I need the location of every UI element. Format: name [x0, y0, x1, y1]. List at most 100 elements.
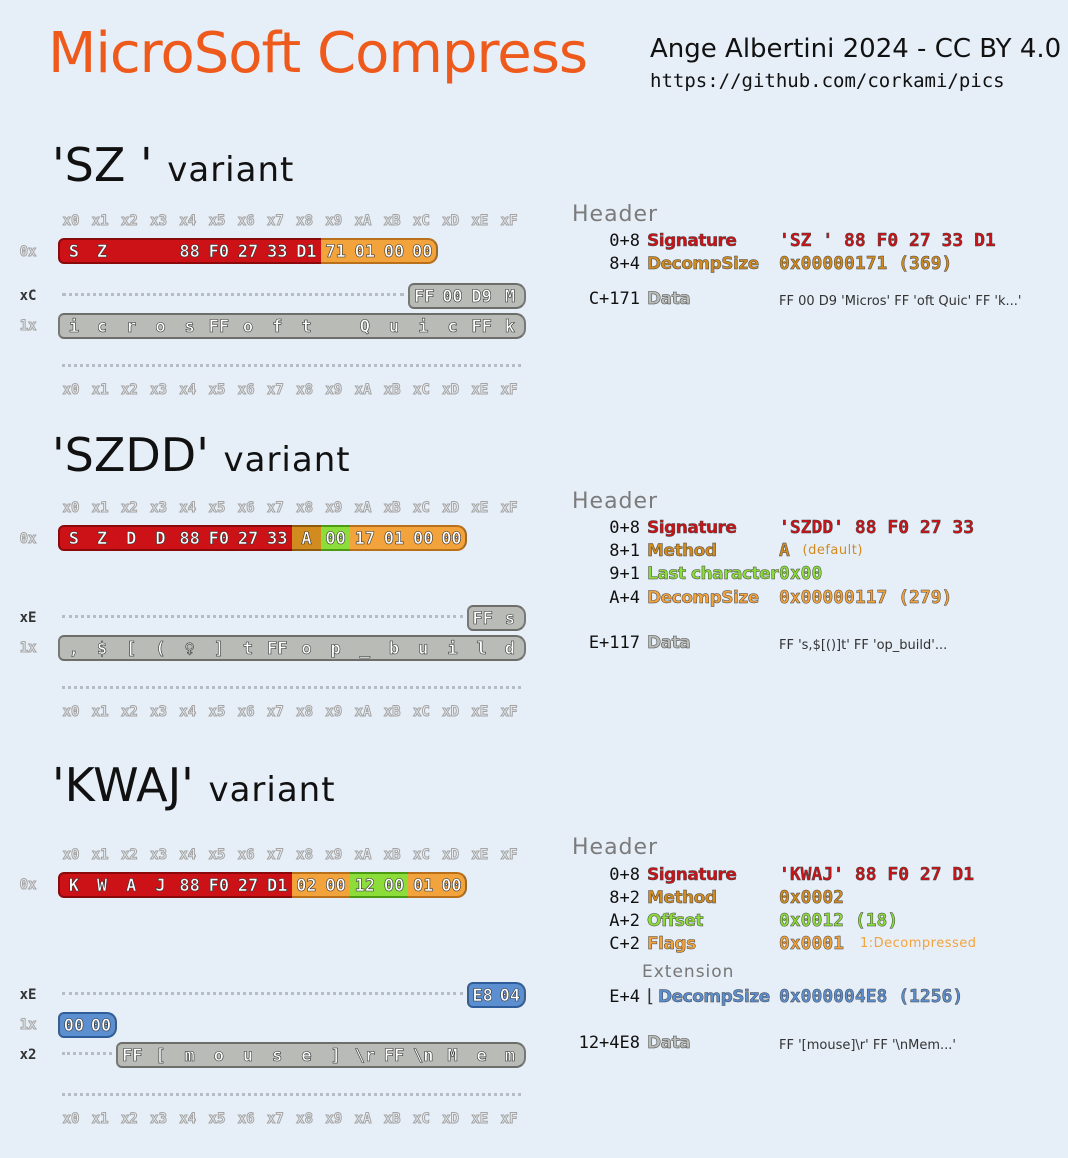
hex-row-1x: , $[(♀] t FF o p _ b u i l d — [58, 635, 530, 663]
hex-axis-bottom: x0 x1 x2 x3 x4 x5 x6 x7 x8 x9 xA xB xC xD xE xF — [58, 382, 528, 400]
hex-byte-cell — [145, 238, 176, 264]
field-name: Method — [647, 888, 718, 909]
hex-byte-cell: $ — [87, 635, 117, 661]
hex-byte-cell: A — [116, 872, 147, 898]
axis-label: xA — [354, 382, 372, 399]
empty-bytes — [62, 992, 463, 998]
axis-label: x6 — [237, 847, 255, 864]
row-label: 1x — [19, 640, 37, 657]
field-value: 0x00000171 (369) — [779, 253, 953, 275]
row-label: xE — [19, 987, 37, 1003]
axis-label: x4 — [179, 1111, 197, 1128]
axis-label: x0 — [62, 382, 80, 399]
hex-byte-cell: Z — [87, 238, 117, 264]
axis-label: x3 — [150, 847, 168, 864]
row-label: 0x — [19, 531, 37, 548]
hex-byte-cell: d — [496, 635, 526, 661]
field-value: 0x0001 — [779, 933, 845, 955]
row-label: xC — [19, 288, 37, 304]
axis-label: x5 — [208, 500, 226, 517]
axis-label: x9 — [325, 213, 343, 230]
field-offset: 0+8 — [609, 865, 640, 885]
axis-label: xE — [471, 847, 489, 864]
field-name: DecompSize — [647, 588, 760, 609]
hex-byte-cell: m — [174, 1042, 205, 1068]
section-title-szdd: 'SZDD' variant — [52, 428, 351, 487]
axis-label: x8 — [296, 213, 314, 230]
field-value: 0x00000117 (279) — [779, 587, 953, 609]
hex-byte-cell: FF — [466, 313, 497, 339]
hex-byte-cell: FF — [116, 1042, 147, 1068]
hex-row-header: K W A J 88 F0 27 D1 02 00 12 00 01 00 — [58, 872, 530, 900]
axis-label: x2 — [120, 500, 138, 517]
hex-byte-cell: 00 — [320, 872, 351, 898]
field-note: (default) — [802, 543, 863, 558]
hex-byte-cell: 88 — [174, 872, 205, 898]
hex-byte-cell: FF — [262, 635, 293, 661]
hex-byte-cell — [116, 238, 147, 264]
axis-label: x2 — [120, 704, 138, 721]
field-name: Data — [647, 289, 691, 310]
field-offset: 12+4E8 — [578, 1033, 640, 1053]
field-value: 0x000004E8 (1256) — [779, 986, 964, 1008]
axis-label: x2 — [120, 847, 138, 864]
hex-byte-cell: 02 — [291, 872, 322, 898]
hex-byte-cell: F0 — [204, 238, 234, 264]
hex-byte-cell: f — [262, 313, 293, 339]
hex-byte-cell: 00 — [320, 525, 351, 551]
hex-byte-cell: M — [437, 1042, 468, 1068]
axis-label: xE — [471, 382, 489, 399]
axis-label: xF — [500, 847, 518, 864]
hex-byte-cell: Z — [87, 525, 117, 551]
field-offset: A+2 — [609, 911, 640, 931]
hex-byte-cell: , — [58, 635, 88, 661]
hex-axis-top: x0 x1 x2 x3 x4 x5 x6 x7 x8 x9 xA xB xC xD xE xF — [58, 847, 528, 865]
header-heading: Header — [572, 835, 659, 860]
field-name: Last character — [647, 564, 779, 585]
hex-byte-cell: 00 — [408, 238, 439, 264]
field-name: Data — [647, 633, 691, 654]
section-title-sz: 'SZ ' variant — [52, 138, 294, 197]
axis-label: xF — [500, 1111, 518, 1128]
axis-label: x6 — [237, 382, 255, 399]
hex-byte-cell: FF — [204, 313, 234, 339]
hex-byte-cell: 01 — [379, 525, 409, 551]
axis-label: x6 — [237, 213, 255, 230]
axis-label: x9 — [325, 847, 343, 864]
row-label: xE — [19, 610, 37, 626]
hex-byte-cell: FF — [379, 1042, 409, 1068]
hex-byte-cell: c — [87, 313, 117, 339]
hex-byte-cell: s — [174, 313, 205, 339]
axis-label: x1 — [91, 1111, 109, 1128]
axis-label: x8 — [296, 500, 314, 517]
hex-byte-cell: b — [379, 635, 409, 661]
hex-byte-cell: 12 — [350, 872, 380, 898]
field-name: DecompSize — [658, 987, 771, 1008]
axis-label: x0 — [62, 1111, 80, 1128]
axis-label: x0 — [62, 500, 80, 517]
empty-bytes — [62, 1052, 113, 1058]
variant-word: variant — [208, 770, 336, 810]
hex-byte-cell: u — [233, 1042, 263, 1068]
hex-row-empty — [58, 354, 530, 382]
variant-name: 'SZDD' — [52, 428, 209, 482]
field-offset: 8+2 — [609, 888, 640, 908]
axis-label: xC — [412, 213, 430, 230]
axis-label: xB — [383, 704, 401, 721]
section-title-kwaj: 'KWAJ' variant — [52, 758, 336, 817]
axis-label: x7 — [266, 1111, 284, 1128]
hex-row-empty — [58, 676, 530, 704]
hex-row-xC: FF 00 D9 M — [58, 283, 530, 311]
axis-label: x4 — [179, 704, 197, 721]
axis-label: x7 — [266, 847, 284, 864]
axis-label: xB — [383, 213, 401, 230]
hex-byte-cell: c — [437, 313, 468, 339]
source-url[interactable]: https://github.com/corkami/pics — [650, 70, 1005, 92]
field-offset: A+4 — [609, 588, 640, 608]
axis-label: x8 — [296, 1111, 314, 1128]
axis-label: xA — [354, 500, 372, 517]
axis-label: xD — [442, 847, 460, 864]
field-name: Method — [647, 541, 718, 562]
hex-byte-cell: t — [233, 635, 263, 661]
